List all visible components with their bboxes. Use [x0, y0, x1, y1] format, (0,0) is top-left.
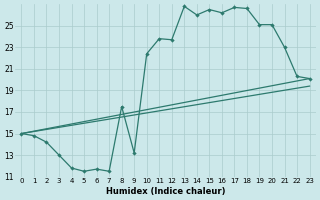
- X-axis label: Humidex (Indice chaleur): Humidex (Indice chaleur): [106, 187, 225, 196]
